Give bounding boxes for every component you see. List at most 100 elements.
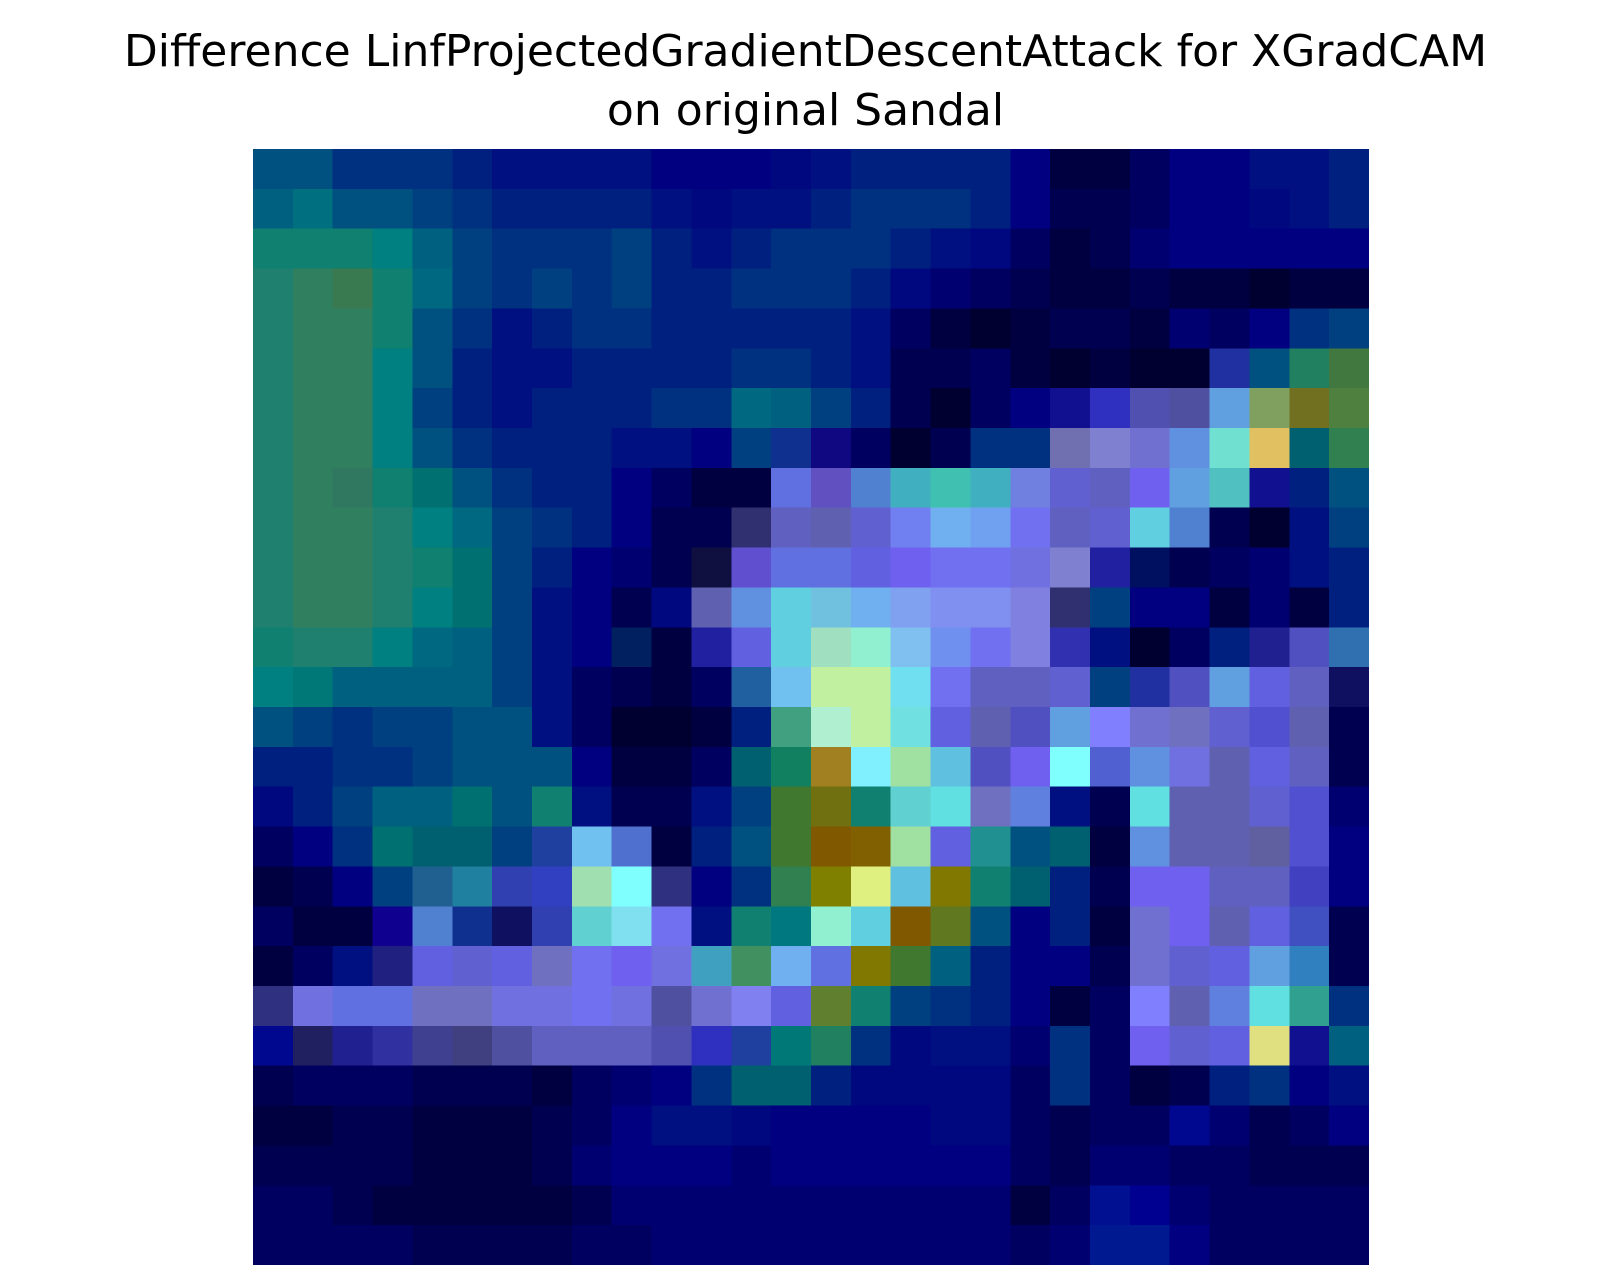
heatmap-cell <box>1050 388 1091 429</box>
heatmap-cell <box>970 547 1011 589</box>
heatmap-cell <box>850 348 892 389</box>
heatmap-cell <box>571 906 613 947</box>
heatmap-cell <box>1129 428 1171 469</box>
heatmap-cell <box>253 1105 294 1147</box>
heatmap-cell <box>492 906 533 947</box>
heatmap-cell <box>452 308 493 349</box>
heatmap-cell <box>651 547 693 589</box>
heatmap-cell <box>1169 268 1211 310</box>
heatmap-cell <box>1289 627 1330 668</box>
heatmap-cell <box>1329 388 1369 429</box>
heatmap-cell <box>1329 627 1369 668</box>
heatmap-cell <box>332 1145 374 1186</box>
heatmap-cell <box>1289 1185 1330 1226</box>
heatmap-cell <box>890 826 932 868</box>
heatmap-cell <box>253 547 294 589</box>
heatmap-cell <box>1010 667 1051 708</box>
heatmap-cell <box>651 786 693 828</box>
heatmap-cell <box>611 507 653 549</box>
heatmap-cell <box>492 1065 533 1107</box>
heatmap-cell <box>1090 1145 1131 1186</box>
heatmap-cell <box>492 786 533 828</box>
heatmap-cell <box>850 308 892 349</box>
heatmap-cell <box>492 348 533 389</box>
heatmap-cell <box>253 268 294 310</box>
heatmap-cell <box>691 507 732 549</box>
heatmap-cell <box>412 746 453 788</box>
heatmap-cell <box>571 1225 613 1265</box>
heatmap-cell <box>253 946 294 987</box>
heatmap-cell <box>1249 746 1290 788</box>
heatmap-cell <box>1289 1025 1330 1067</box>
heatmap-cell <box>332 268 374 310</box>
heatmap-cell <box>532 308 573 349</box>
heatmap-cell <box>691 348 732 389</box>
heatmap-cell <box>372 1025 414 1067</box>
heatmap-cell <box>1249 1145 1290 1186</box>
heatmap-cell <box>332 308 374 349</box>
heatmap-cell <box>731 547 772 589</box>
heatmap-cell <box>691 547 732 589</box>
heatmap-cell <box>532 826 573 868</box>
heatmap-cell <box>332 1065 374 1107</box>
heatmap-cell <box>811 467 852 509</box>
heatmap-cell <box>651 1025 693 1067</box>
heatmap-cell <box>890 228 932 270</box>
heatmap-cell <box>292 946 334 987</box>
heatmap-cell <box>611 348 653 389</box>
heatmap-cell <box>970 467 1011 509</box>
heatmap-cell <box>532 866 573 907</box>
heatmap-cell <box>492 1025 533 1067</box>
heatmap-cell <box>1169 1225 1211 1265</box>
heatmap-cell <box>731 507 772 549</box>
heatmap-cell <box>292 906 334 947</box>
heatmap-cell <box>771 906 812 947</box>
heatmap-cell <box>292 1185 334 1226</box>
heatmap-cell <box>1010 348 1051 389</box>
heatmap-cell <box>1050 467 1091 509</box>
heatmap-cell <box>452 746 493 788</box>
heatmap-cell <box>1209 547 1251 589</box>
heatmap-cell <box>691 228 732 270</box>
heatmap-cell <box>1010 547 1051 589</box>
heatmap-cell <box>1010 946 1051 987</box>
heatmap-cell <box>1329 228 1369 270</box>
heatmap-cell <box>811 1145 852 1186</box>
heatmap-cell <box>970 587 1011 628</box>
heatmap-cell <box>1249 786 1290 828</box>
heatmap-cell <box>611 388 653 429</box>
heatmap-cell <box>771 946 812 987</box>
heatmap-cell <box>452 1225 493 1265</box>
heatmap-cell <box>1329 507 1369 549</box>
heatmap-cell <box>1169 946 1211 987</box>
heatmap-cell <box>532 746 573 788</box>
heatmap-cell <box>532 149 573 190</box>
heatmap-cell <box>292 149 334 190</box>
heatmap-cell <box>372 906 414 947</box>
heatmap-cell <box>811 428 852 469</box>
heatmap-cell <box>1129 826 1171 868</box>
heatmap-cell <box>771 866 812 907</box>
heatmap-cell <box>771 986 812 1027</box>
heatmap-cell <box>332 1185 374 1226</box>
heatmap-cell <box>1129 388 1171 429</box>
heatmap-cell <box>253 388 294 429</box>
heatmap-cell <box>452 507 493 549</box>
heatmap-cell <box>691 1145 732 1186</box>
heatmap-cell <box>532 188 573 230</box>
heatmap-cell <box>1090 467 1131 509</box>
heatmap-cell <box>1169 388 1211 429</box>
heatmap-cell <box>492 946 533 987</box>
heatmap-cell <box>571 667 613 708</box>
heatmap-cell <box>1050 866 1091 907</box>
heatmap-cell <box>332 1225 374 1265</box>
heatmap-cell <box>651 1225 693 1265</box>
heatmap-cell <box>412 348 453 389</box>
heatmap-cell <box>253 1185 294 1226</box>
heatmap-cell <box>731 1185 772 1226</box>
heatmap-cell <box>292 467 334 509</box>
heatmap-cell <box>1329 1145 1369 1186</box>
heatmap-cell <box>1249 946 1290 987</box>
heatmap-cell <box>1209 507 1251 549</box>
heatmap-cell <box>1289 946 1330 987</box>
